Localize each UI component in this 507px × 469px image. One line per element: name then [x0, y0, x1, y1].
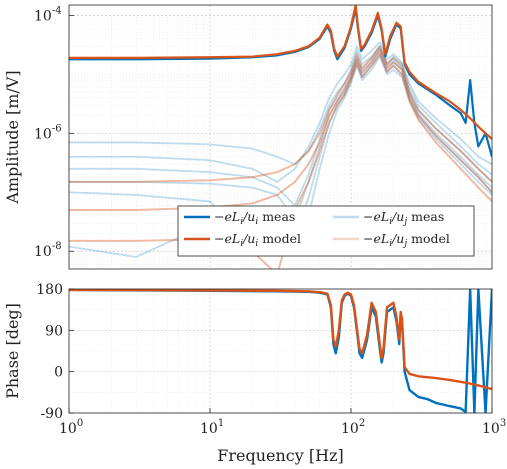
- amp-ytick-label: 10-4: [34, 5, 62, 24]
- amp-ytick-label: 10-6: [34, 123, 62, 142]
- phase-axes-box: [68, 288, 493, 414]
- phase_model-line: [69, 289, 492, 391]
- legend-label: −eLi/ui model: [214, 231, 301, 249]
- phase-xtick-label: 101: [200, 418, 224, 437]
- phase-xtick-label: 100: [59, 418, 83, 437]
- amplitude-panel: 10-8 10-6 10-4 Amplitude [m/V] −eLi/ui meas −…: [3, 4, 493, 270]
- coupling_meas-line-3: [69, 49, 492, 221]
- coupling_meas-line-1: [69, 41, 492, 183]
- phase-xtick-label: 102: [341, 418, 365, 437]
- phase-ytick-label: 180: [36, 282, 63, 298]
- direct_model-line: [69, 5, 492, 140]
- phase-ytick-label: -90: [40, 406, 63, 422]
- phase-ytick-label: 0: [54, 365, 63, 381]
- phase-xtick-label: 103: [482, 418, 506, 437]
- coupling_model-line-1: [69, 48, 492, 212]
- amp-ylabel: Amplitude [m/V]: [3, 70, 22, 204]
- coupling_model-line-0: [69, 45, 492, 183]
- phase-panel: -90 0 90 180 100 101 102 103 Phase [deg] Frequenc…: [3, 282, 506, 465]
- legend-box: [177, 205, 475, 257]
- legend-label: −eLi/uj meas: [363, 209, 444, 227]
- coupling_meas-line-2: [69, 47, 492, 207]
- legend-label: −eLi/uj model: [363, 231, 450, 249]
- phase-xlabel: Frequency [Hz]: [217, 446, 344, 465]
- amp-ytick-label: 10-8: [34, 241, 62, 260]
- amp-axes-box: [68, 4, 493, 270]
- phase-ylabel: Phase [deg]: [3, 303, 22, 399]
- phase-series-group: [69, 289, 492, 413]
- phase-ytick-label: 90: [45, 323, 63, 339]
- legend-label: −eLi/ui meas: [214, 209, 295, 227]
- coupling_meas-line-0: [69, 45, 492, 176]
- coupling_model-line-2: [69, 53, 492, 269]
